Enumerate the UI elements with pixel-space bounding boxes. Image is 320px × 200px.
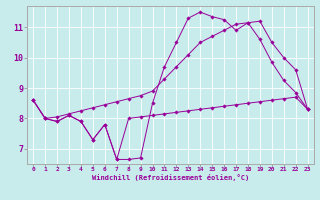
X-axis label: Windchill (Refroidissement éolien,°C): Windchill (Refroidissement éolien,°C)	[92, 174, 249, 181]
